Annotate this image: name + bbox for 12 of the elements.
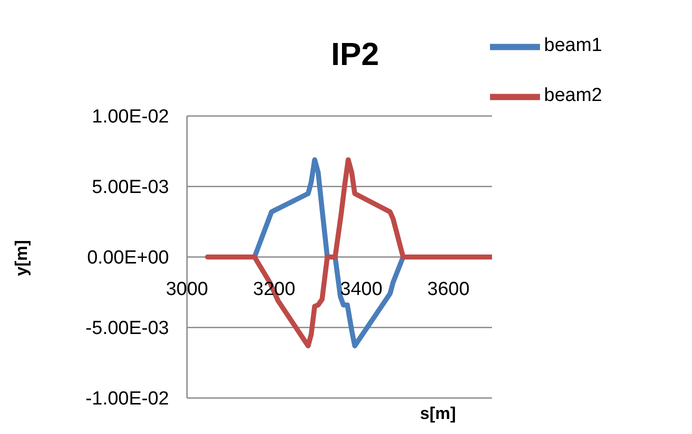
y-tick-label: 5.00E-03 [92, 177, 169, 198]
legend-label: beam1 [544, 35, 602, 56]
y-tick-label: -5.00E-03 [86, 318, 169, 340]
x-tick-label: 3600 [427, 279, 470, 300]
y-tick-label: 0.00E+00 [87, 248, 169, 269]
x-axis-title: s[m] [419, 404, 457, 424]
y-tick-label: 1.00E-02 [92, 106, 169, 128]
y-tick-label: -1.00E-02 [86, 388, 169, 410]
x-tick-label: 3000 [166, 279, 208, 300]
legend-label: beam2 [544, 85, 602, 106]
chart-title: IP2 [330, 36, 380, 73]
y-axis-title: y[m] [12, 240, 32, 276]
